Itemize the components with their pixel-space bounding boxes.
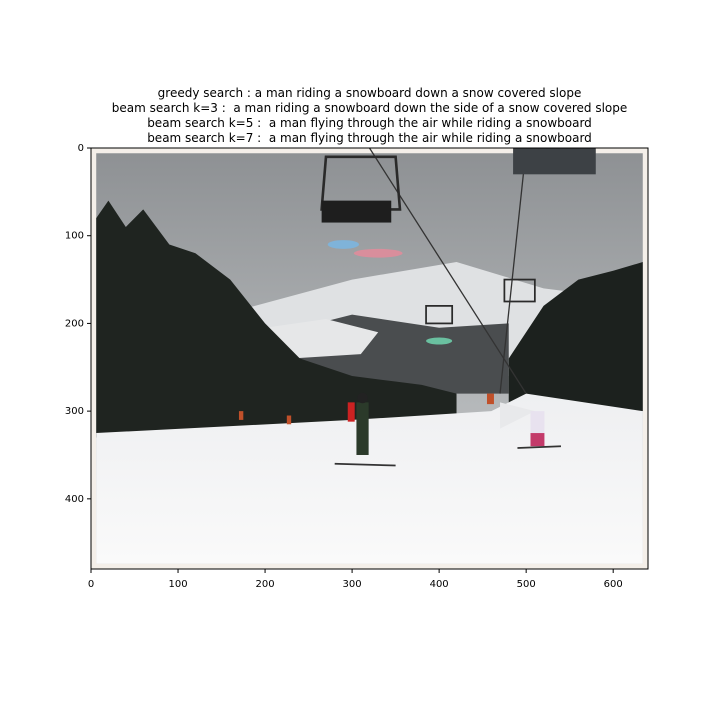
axes-frame bbox=[90, 147, 649, 570]
x-tick-label: 600 bbox=[604, 579, 623, 590]
x-tick-label: 0 bbox=[88, 579, 94, 590]
y-tick-label: 0 bbox=[78, 143, 84, 154]
y-tick-label: 100 bbox=[65, 231, 84, 242]
x-tick-label: 200 bbox=[256, 579, 275, 590]
x-tick-label: 500 bbox=[517, 579, 536, 590]
y-tick-label: 300 bbox=[65, 406, 84, 417]
y-tick-label: 400 bbox=[65, 494, 84, 505]
x-tick-label: 100 bbox=[168, 579, 187, 590]
title-line: beam search k=5 : a man flying through t… bbox=[147, 116, 592, 130]
title-line: beam search k=3 : a man riding a snowboa… bbox=[112, 101, 628, 115]
title-line: beam search k=7 : a man flying through t… bbox=[147, 131, 592, 145]
title-line: greedy search : a man riding a snowboard… bbox=[158, 86, 582, 100]
x-tick-label: 400 bbox=[430, 579, 449, 590]
y-tick-label: 200 bbox=[65, 318, 84, 329]
x-tick-label: 300 bbox=[343, 579, 362, 590]
photo bbox=[91, 148, 648, 570]
